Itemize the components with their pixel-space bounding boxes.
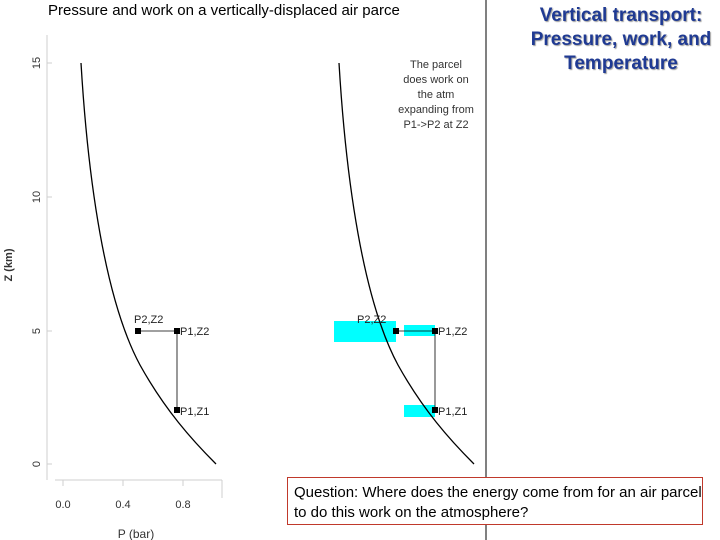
y-tick-label: 10 [31, 191, 43, 203]
label-p2z2-left: P2,Z2 [134, 314, 163, 326]
label-p1z1-right: P1,Z1 [438, 406, 467, 418]
annotation-line: the atm [418, 89, 455, 101]
question-box: Question: Where does the energy come fro… [287, 477, 703, 525]
marker-p1z2-right [432, 328, 438, 334]
marker-p2z2-left [135, 328, 141, 334]
right-annotation: The parcel does work on the atm expandin… [398, 59, 474, 131]
pressure-curve-right [338, 62, 475, 465]
x-ticks: 0.0 0.4 0.8 [55, 480, 191, 511]
marker-p1z1-right [432, 407, 438, 413]
marker-p1z2-left [174, 328, 180, 334]
label-p1z2-left: P1,Z2 [180, 326, 209, 338]
y-tick-label: 15 [31, 57, 43, 69]
annotation-line: The parcel [410, 59, 462, 71]
label-p1z1-left: P1,Z1 [180, 406, 209, 418]
highlight-bar-p1z2 [404, 325, 435, 336]
marker-p2z2-right [393, 328, 399, 334]
y-tick-label: 5 [31, 328, 43, 334]
annotation-line: P1->P2 at Z2 [403, 119, 468, 131]
y-axis-label: Z (km) [3, 248, 15, 281]
figure-title: Pressure and work on a vertically-displa… [48, 2, 400, 19]
label-p1z2-right: P1,Z2 [438, 326, 467, 338]
y-tick-label: 0 [31, 461, 43, 467]
slide-title: Vertical transport: Pressure, work, and … [530, 5, 712, 74]
highlight-bar-p1z1 [404, 405, 435, 417]
annotation-line: does work on [403, 74, 468, 86]
marker-p1z1-left [174, 407, 180, 413]
label-p2z2-right: P2,Z2 [357, 314, 386, 326]
x-tick-label: 0.0 [55, 499, 70, 511]
x-axis-label: P (bar) [118, 527, 154, 540]
y-ticks: 15 10 5 0 [31, 57, 52, 467]
annotation-line: expanding from [398, 104, 474, 116]
highlight-bar-p2z2 [334, 321, 396, 342]
pressure-curve-left [80, 62, 217, 465]
x-tick-label: 0.8 [175, 499, 190, 511]
x-tick-label: 0.4 [115, 499, 130, 511]
